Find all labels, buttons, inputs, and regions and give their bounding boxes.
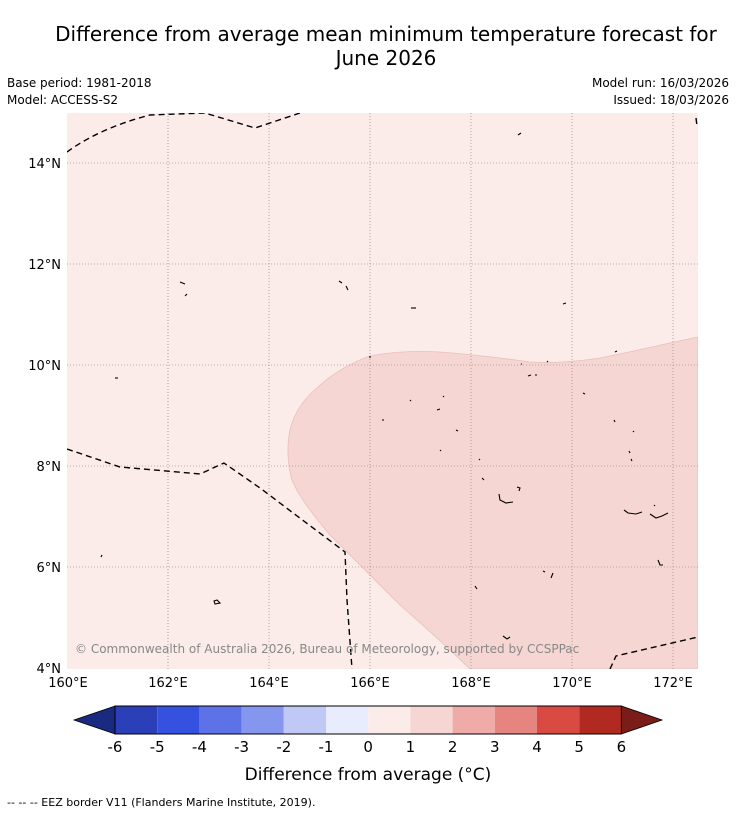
lon-label-170e: 170°E <box>552 676 592 691</box>
title-line-1: Difference from average mean minimum tem… <box>55 22 717 46</box>
lon-label-164e: 164°E <box>249 676 289 691</box>
colorbar-bin <box>115 706 158 734</box>
colorbar-bin <box>326 706 369 734</box>
copyright-notice: © Commonwealth of Australia 2026, Bureau… <box>75 642 579 656</box>
island <box>100 554 103 558</box>
lat-label-8n: 8°N <box>37 460 62 475</box>
eez-border-north <box>67 113 301 153</box>
island <box>442 392 586 398</box>
colorbar-tick: -3 <box>234 738 249 756</box>
colorbar-tick: 2 <box>448 738 458 756</box>
colorbar-high-triangle <box>621 705 664 735</box>
island <box>382 419 459 432</box>
island <box>369 350 618 358</box>
colorbar-bin <box>410 706 453 734</box>
lat-label-4n: 4°N <box>37 662 62 677</box>
colorbar-outline <box>114 705 622 735</box>
colorbar-tick: -2 <box>276 738 291 756</box>
colorbar-tick: 5 <box>574 738 584 756</box>
island <box>542 570 554 579</box>
colorbar-label: Difference from average (°C) <box>245 765 492 785</box>
island <box>498 493 514 504</box>
island <box>213 599 222 605</box>
colorbar-tick: -5 <box>150 738 165 756</box>
island <box>409 399 441 411</box>
colorbar-tick: -1 <box>319 738 334 756</box>
colorbar-tick: -4 <box>192 738 207 756</box>
footnote-eez-source: -- -- -- EEZ border V11 (Flanders Marine… <box>7 796 316 809</box>
island <box>527 374 537 377</box>
island <box>653 504 656 507</box>
island <box>517 132 522 136</box>
island <box>474 585 478 590</box>
island <box>502 635 511 640</box>
colorbar-tick: -6 <box>108 738 123 756</box>
colorbar-bin <box>283 706 326 734</box>
colorbar-bin <box>452 706 495 734</box>
colorbar-tick: 6 <box>617 738 627 756</box>
island <box>562 302 567 305</box>
colorbar-bin <box>494 706 537 734</box>
lat-label-6n: 6°N <box>37 561 62 576</box>
island <box>179 281 188 297</box>
colorbar-bin <box>241 706 284 734</box>
colorbar-bin <box>368 706 411 734</box>
lon-label-162e: 162°E <box>148 676 188 691</box>
colorbar-bin <box>579 706 622 734</box>
island <box>657 559 663 566</box>
colorbar: -6 -5 -4 -3 -2 -1 0 1 2 3 4 5 6 Differen… <box>72 705 664 785</box>
model-run: Model run: 16/03/2026 <box>591 76 729 90</box>
colorbar-tick: 4 <box>532 738 542 756</box>
island <box>623 509 643 515</box>
island <box>628 450 633 462</box>
eez-border-ne-stub <box>695 117 698 127</box>
eez-borders <box>67 113 698 669</box>
anomaly-region <box>287 336 698 669</box>
island <box>481 477 485 481</box>
islands <box>100 132 669 640</box>
lat-label-14n: 14°N <box>28 157 61 172</box>
lon-label-168e: 168°E <box>451 676 491 691</box>
colorbar-low-triangle <box>72 705 116 735</box>
title-line-2: June 2026 <box>335 46 437 70</box>
lon-labels: 160°E 162°E 164°E 166°E 168°E 170°E 172°… <box>48 676 693 691</box>
colorbar-bin <box>157 706 200 734</box>
meta-right: Model run: 16/03/2026 Issued: 18/03/2026 <box>592 75 729 109</box>
eez-border-southeast <box>609 636 698 669</box>
island <box>338 280 349 291</box>
lon-label-172e: 172°E <box>653 676 693 691</box>
lat-label-10n: 10°N <box>28 359 61 374</box>
meta-left: Base period: 1981-2018 Model: ACCESS-S2 <box>7 75 152 109</box>
base-period: Base period: 1981-2018 <box>7 76 152 90</box>
lat-label-12n: 12°N <box>28 258 61 273</box>
model-name: Model: ACCESS-S2 <box>7 93 119 107</box>
colorbar-tick: 1 <box>406 738 416 756</box>
eez-border-west <box>67 448 353 669</box>
colorbar-bin <box>537 706 580 734</box>
lon-label-166e: 166°E <box>350 676 390 691</box>
issued-date: Issued: 18/03/2026 <box>613 93 729 107</box>
lat-labels: 14°N 12°N 10°N 8°N 6°N 4°N <box>28 157 61 677</box>
lon-label-160e: 160°E <box>48 676 88 691</box>
island <box>521 360 549 365</box>
graticule <box>67 113 698 669</box>
island <box>516 486 521 492</box>
colorbar-bin <box>199 706 242 734</box>
page-title: Difference from average mean minimum tem… <box>0 22 736 70</box>
island <box>439 449 481 461</box>
colorbar-tick: 3 <box>490 738 500 756</box>
colorbar-ticks: -6 -5 -4 -3 -2 -1 0 1 2 3 4 5 6 <box>108 738 627 756</box>
island <box>649 512 669 519</box>
colorbar-tick: 0 <box>363 738 373 756</box>
island <box>613 419 635 433</box>
